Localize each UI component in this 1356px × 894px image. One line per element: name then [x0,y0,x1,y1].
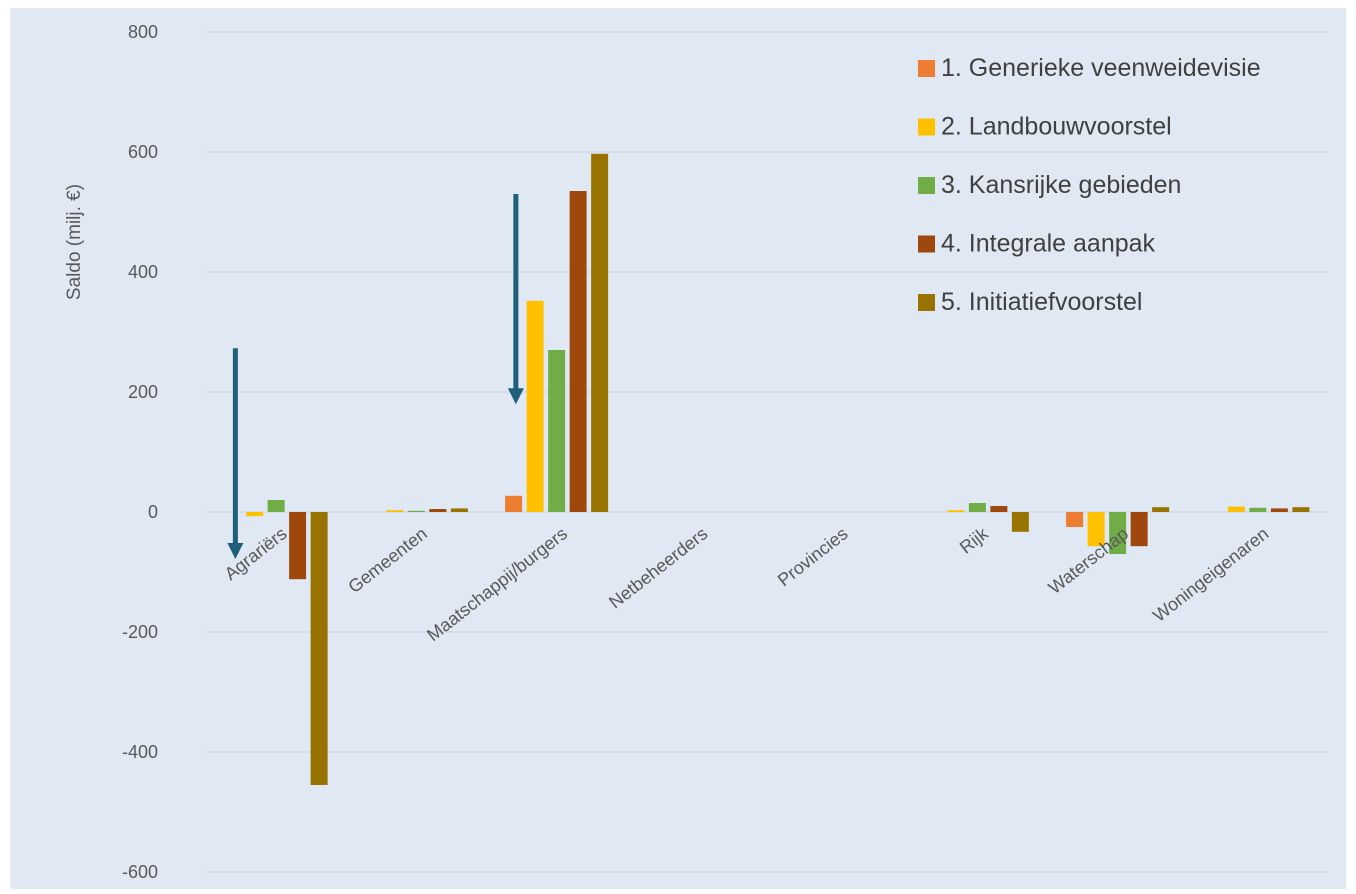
y-tick-label: 400 [128,262,158,282]
y-tick-label: 800 [128,22,158,42]
bar-series-4-6 [1130,512,1148,547]
bar-series-2-2 [526,300,544,512]
bar-series-5-0 [310,512,328,785]
y-tick-label: -200 [122,622,158,642]
bar-series-4-7 [1270,508,1288,512]
legend-label: 4. Integrale aanpak [941,230,1156,258]
category-label: Provincies [774,523,852,590]
bar-series-5-1 [450,508,468,512]
bar-series-2-6 [1087,512,1105,547]
y-tick-label: -600 [122,862,158,882]
bar-series-4-5 [990,506,1008,512]
annotation-arrow-head [507,388,524,405]
bar-series-5-2 [591,153,609,513]
bar-series-4-1 [429,509,447,512]
legend-label: 1. Generieke veenweidevisie [941,54,1261,82]
y-axis-label: Saldo (milj. €) [64,184,85,300]
category-label: Agrariërs [221,523,291,584]
bar-series-1-2 [505,495,523,512]
bar-series-3-1 [407,510,425,512]
bar-series-5-7 [1292,507,1310,512]
bar-series-2-7 [1227,506,1245,512]
legend-swatch [918,118,935,136]
bar-series-1-6 [1066,512,1084,527]
y-tick-label: 600 [128,142,158,162]
bar-series-2-5 [947,510,965,512]
bar-series-4-0 [289,512,307,580]
category-label: Maatschappij/burgers [423,523,571,645]
y-tick-label: -400 [122,742,158,762]
y-tick-label: 200 [128,382,158,402]
category-label: Woningeigenaren [1149,523,1272,625]
bar-series-2-0 [246,512,264,517]
bar-series-5-6 [1152,507,1170,512]
bar-series-3-2 [548,350,566,512]
bar-series-3-5 [968,503,986,512]
legend-swatch [918,235,935,253]
legend-swatch [918,177,935,194]
bar-series-3-0 [267,500,285,512]
legend-swatch [918,294,935,311]
legend-label: 2. Landbouwvoorstel [941,113,1172,141]
bar-series-2-1 [386,510,404,512]
category-label: Gemeenten [344,523,430,597]
category-label: Netbeheerders [605,523,711,612]
bar-series-4-2 [569,191,587,512]
legend-label: 3. Kansrijke gebieden [941,171,1181,199]
y-tick-label: 0 [148,502,158,522]
category-label: Rijk [956,523,993,558]
chart-frame: 800 600 400 200 0 -200 -400 -600 Saldo (milj. €)… [10,8,1346,889]
legend-label: 5. Initiatiefvoorstel [941,288,1143,316]
annotation-arrow-head [227,543,244,559]
bar-series-5-5 [1011,512,1029,532]
legend-swatch [918,60,935,77]
bar-series-3-7 [1249,507,1267,512]
bar-chart: 800 600 400 200 0 -200 -400 -600 Saldo (milj. €)… [64,22,1328,882]
bar-series-3-6 [1109,512,1127,554]
